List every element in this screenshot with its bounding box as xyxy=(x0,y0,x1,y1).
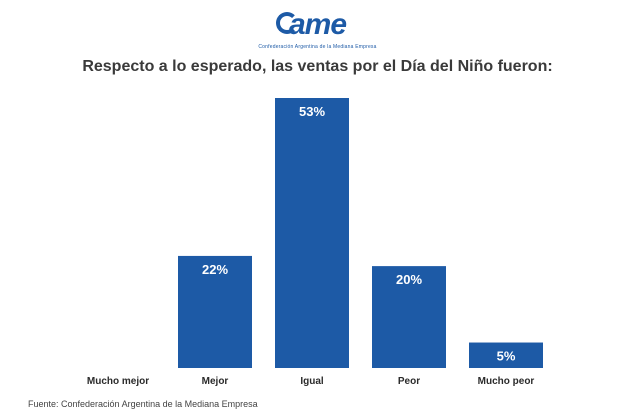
logo-c-mark xyxy=(276,12,298,34)
data-label-mucho-peor: 5% xyxy=(497,349,516,364)
data-label-mejor: 22% xyxy=(202,262,228,277)
x-tick-peor: Peor xyxy=(398,376,420,387)
x-tick-mucho-peor: Mucho peor xyxy=(478,376,535,387)
source-note: Fuente: Confederación Argentina de la Me… xyxy=(28,399,258,409)
data-label-igual: 53% xyxy=(299,104,325,119)
logo-wordmark: ame xyxy=(288,8,347,41)
data-label-peor: 20% xyxy=(396,272,422,287)
chart-title: Respecto a lo esperado, las ventas por e… xyxy=(82,58,553,75)
bar-mucho-peor xyxy=(469,342,543,368)
bar-igual xyxy=(275,98,349,368)
x-tick-igual: Igual xyxy=(300,376,324,387)
bar-peor xyxy=(372,266,446,368)
x-tick-mejor: Mejor xyxy=(202,376,229,387)
came-logo: ame Confederación Argentina de la Median… xyxy=(0,8,635,56)
x-tick-mucho-mejor: Mucho mejor xyxy=(87,376,149,387)
bar-mejor xyxy=(178,255,252,368)
logo-subtitle: Confederación Argentina de la Mediana Em… xyxy=(258,44,377,50)
